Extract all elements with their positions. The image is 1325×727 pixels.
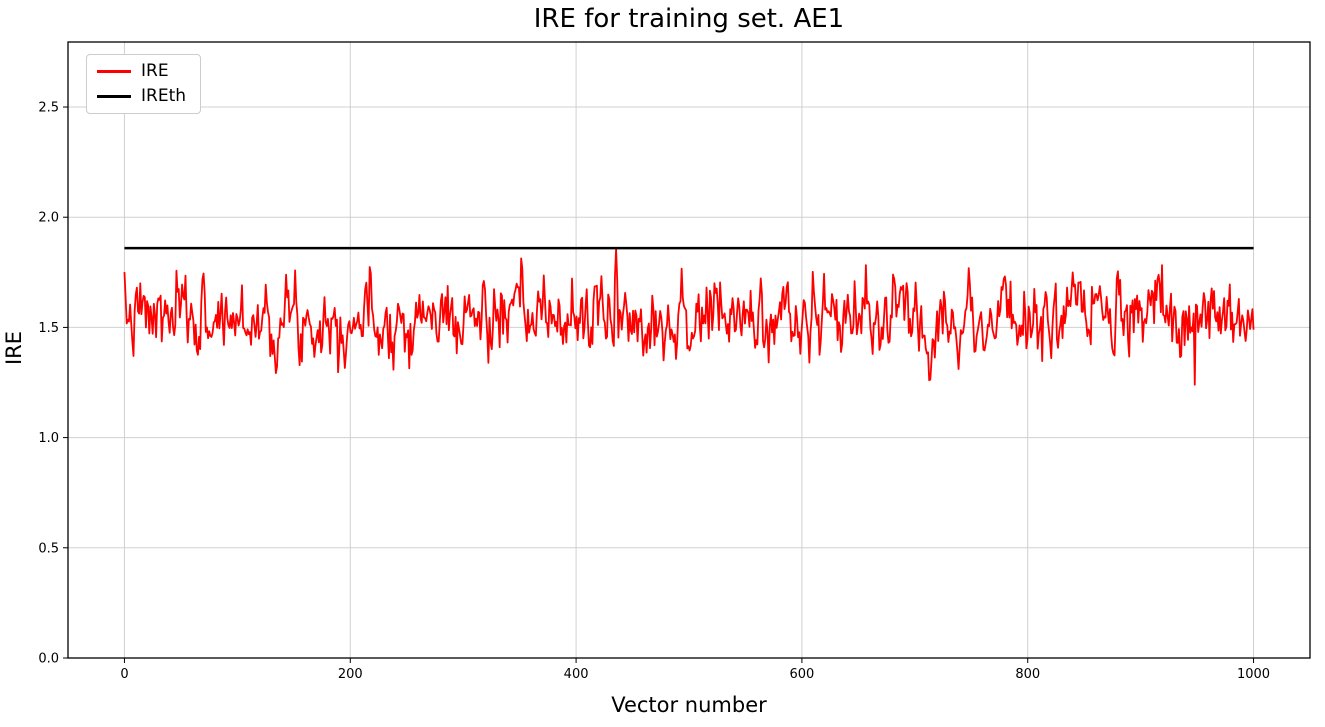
x-tick-label: 1000 xyxy=(1237,667,1270,682)
y-tick-label: 0.0 xyxy=(38,652,59,667)
x-tick-label: 200 xyxy=(338,667,363,682)
ire-line xyxy=(123,248,1255,386)
ireth-line-swatch xyxy=(97,95,131,98)
y-tick-label: 2.0 xyxy=(38,211,59,226)
legend-label-ire: IRE xyxy=(141,61,169,81)
plot-border xyxy=(67,41,1311,659)
x-tick-label: 600 xyxy=(789,667,814,682)
x-tick-label: 800 xyxy=(1015,667,1040,682)
x-tick-label: 0 xyxy=(120,667,128,682)
legend: IRE IREth xyxy=(86,54,202,114)
legend-label-ireth: IREth xyxy=(141,86,187,106)
legend-entry-ireth: IREth xyxy=(97,88,186,105)
y-tick-label: 0.5 xyxy=(38,541,59,556)
y-tick-label: 2.5 xyxy=(38,101,59,116)
x-tick-label: 400 xyxy=(564,667,589,682)
chart-title: IRE for training set. AE1 xyxy=(533,4,845,34)
x-axis-label: Vector number xyxy=(611,693,767,717)
y-tick-label: 1.5 xyxy=(38,321,59,336)
legend-entry-ire: IRE xyxy=(97,63,186,80)
y-tick-label: 1.0 xyxy=(38,431,59,446)
ire-line-swatch xyxy=(97,70,131,73)
